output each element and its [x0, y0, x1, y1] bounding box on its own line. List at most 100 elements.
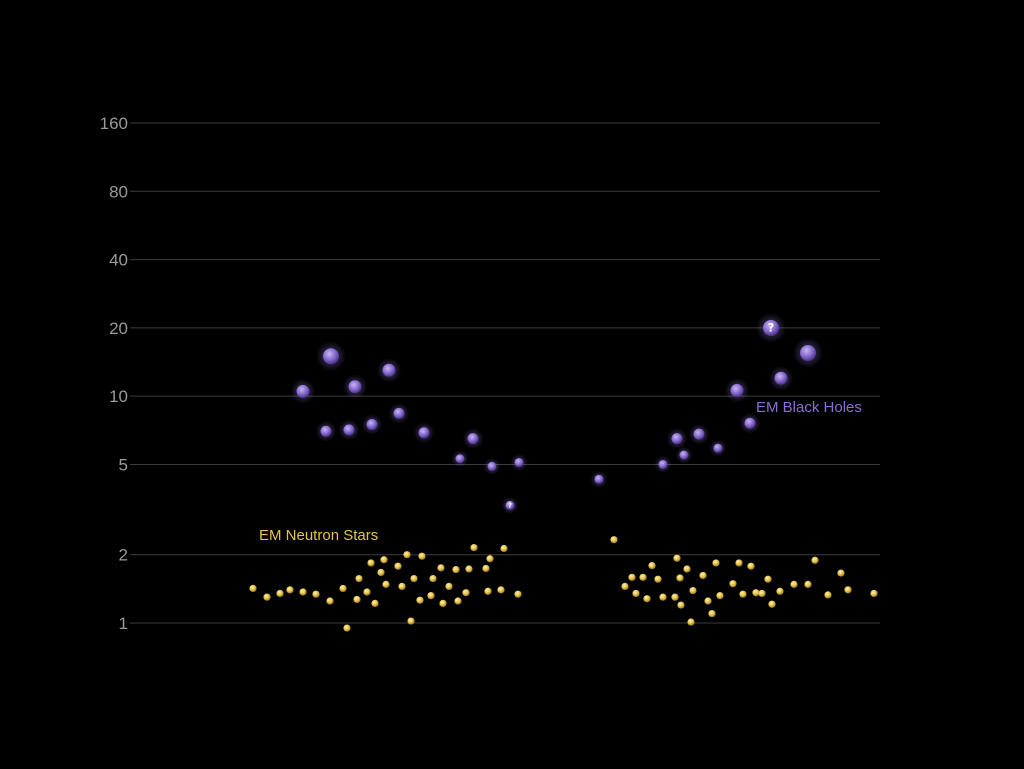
y-tick-labels: 1 2 5 10 20 40 80 160 [100, 114, 128, 633]
neutron-star-point [398, 582, 406, 590]
black-hole-point [290, 378, 316, 404]
neutron-star-point [747, 562, 755, 570]
neutron-star-point [729, 580, 737, 588]
black-hole-point [768, 365, 794, 391]
neutron-star-point [382, 580, 390, 588]
black-hole-point [315, 420, 337, 442]
black-hole-point [724, 378, 750, 403]
neutron-star-point [403, 551, 411, 559]
neutron-star-point [677, 601, 685, 609]
y-tick-label: 40 [109, 251, 128, 270]
neutron-star-point [870, 589, 878, 598]
neutron-star-point [804, 580, 812, 588]
neutron-star-point [486, 555, 494, 563]
black-hole-point [654, 455, 672, 473]
neutron-star-point [628, 573, 636, 581]
black-hole-point [388, 402, 410, 424]
neutron-star-point [758, 589, 766, 598]
neutron-star-point [276, 589, 284, 598]
y-tick-label: 5 [119, 455, 128, 474]
data-points: ?? [249, 312, 878, 632]
neutron-star-point [654, 575, 662, 583]
neutron-star-point [844, 586, 852, 594]
neutron-star-point [752, 589, 760, 597]
neutron-star-point [659, 593, 667, 601]
neutron-star-point [514, 590, 522, 598]
black-hole-point [510, 453, 528, 472]
neutron-star-point [429, 574, 437, 583]
black-hole-point [739, 412, 761, 434]
neutron-star-point [427, 592, 435, 600]
neutron-star-point [683, 565, 691, 573]
black-hole-point [338, 419, 360, 441]
neutron-star-point [648, 562, 656, 570]
y-tick-label: 20 [109, 319, 128, 338]
black-hole-point [342, 374, 368, 400]
neutron-star-point [416, 596, 424, 604]
neutron-star-point [712, 559, 720, 567]
neutron-star-point [632, 589, 640, 598]
y-tick-label: 1 [119, 614, 128, 633]
neutron-star-point [699, 571, 707, 580]
black-hole-point [451, 450, 469, 468]
y-tick-label: 10 [109, 387, 128, 406]
neutron-star-point [377, 568, 385, 577]
neutron-star-point [312, 590, 320, 598]
neutron-star-point [676, 574, 684, 582]
neutron-star-point [407, 617, 415, 625]
neutron-star-point [454, 597, 462, 605]
neutron-star-point [716, 592, 724, 600]
neutron-star-point [418, 552, 426, 560]
neutron-star-point [339, 584, 347, 593]
y-tick-label: 160 [100, 114, 128, 133]
black-hole-point [709, 439, 727, 457]
black-hole-point [462, 428, 484, 450]
y-tick-label: 80 [109, 182, 128, 201]
neutron-star-point [482, 564, 490, 573]
neutron-star-point [380, 556, 388, 564]
black-hole-point [666, 428, 688, 450]
neutron-star-point [470, 543, 478, 552]
neutron-star-point [363, 588, 371, 596]
black-hole-point: ? [501, 496, 519, 514]
neutron-star-point [735, 559, 743, 567]
neutron-star-point [263, 593, 271, 601]
neutron-star-point [394, 562, 402, 570]
neutron-star-point [739, 590, 747, 598]
neutron-star-point [326, 597, 334, 605]
neutron-star-point [299, 588, 307, 596]
black-hole-point [361, 414, 383, 435]
black-hole-point [590, 470, 608, 488]
black-hole-point [376, 357, 402, 383]
neutron-star-point [484, 587, 492, 595]
neutron-star-point [824, 591, 832, 599]
series-label-neutron-stars: EM Neutron Stars [259, 527, 378, 544]
neutron-star-point [367, 559, 375, 567]
neutron-star-point [465, 565, 473, 573]
neutron-star-point [353, 595, 361, 604]
neutron-star-point [689, 586, 697, 595]
neutron-star-point [643, 595, 651, 603]
black-hole-point [483, 457, 501, 475]
neutron-star-point [764, 575, 772, 583]
neutron-star-point [410, 574, 418, 583]
black-hole-point [688, 423, 710, 445]
neutron-star-point [452, 565, 460, 574]
neutron-star-point [371, 599, 379, 608]
series-label-black-holes: EM Black Holes [756, 399, 862, 416]
uncertain-mark: ? [768, 321, 775, 334]
neutron-star-point [811, 556, 819, 564]
neutron-star-point [704, 597, 712, 605]
neutron-star-point [500, 544, 508, 553]
neutron-star-point [837, 569, 845, 577]
neutron-star-point [497, 586, 505, 594]
neutron-star-point [687, 618, 695, 626]
neutron-star-point [249, 584, 257, 593]
black-hole-point [315, 341, 347, 372]
black-hole-point [792, 337, 824, 369]
neutron-star-point [355, 574, 363, 583]
neutron-star-point [621, 582, 629, 590]
neutron-star-point [671, 593, 679, 601]
black-hole-point [675, 446, 693, 464]
